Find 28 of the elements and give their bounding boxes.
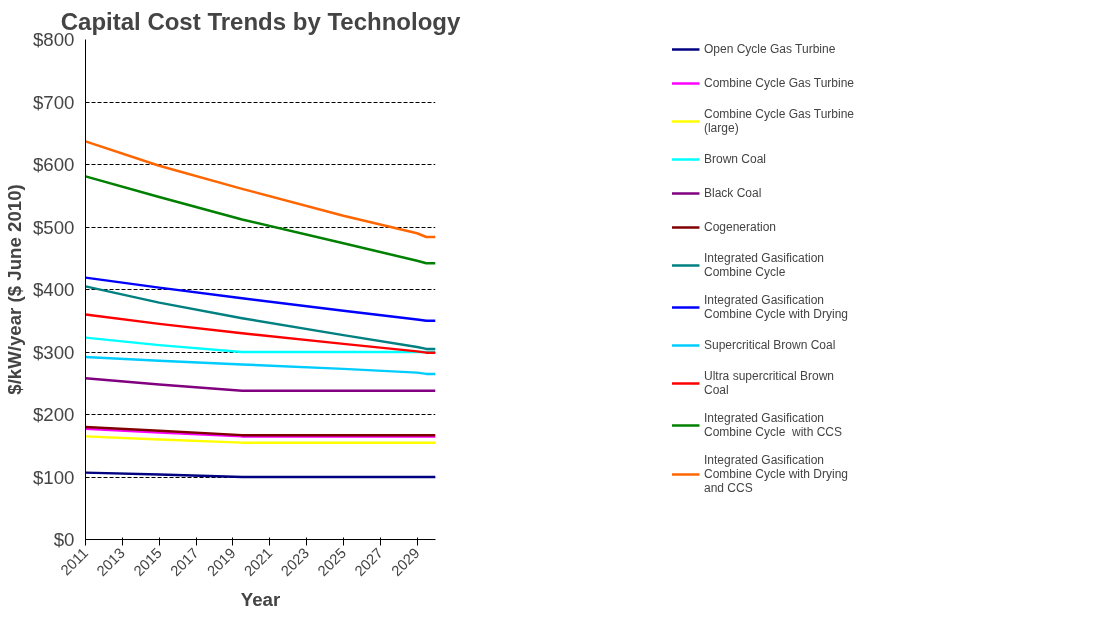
y-tick-label: $100 <box>33 466 75 488</box>
y-tick-label: $500 <box>33 216 75 238</box>
legend-label: Supercritical Brown Coal <box>703 338 836 352</box>
legend-label: Ultra supercritical Brown Coal <box>703 369 835 397</box>
legend-label: Open Cycle Gas Turbine <box>703 42 836 56</box>
y-tick-label: $400 <box>33 279 75 300</box>
legend-label: Integrated Gasification Combine Cycle <box>703 251 825 279</box>
y-tick-label: $300 <box>33 341 75 363</box>
line-series <box>85 276 436 322</box>
legend-label: Brown Coal <box>703 152 766 166</box>
line-series <box>85 355 436 376</box>
line-series <box>85 140 436 239</box>
line-series <box>85 285 436 351</box>
y-tick-label: $600 <box>33 154 75 175</box>
legend-label: Cogeneration <box>703 220 777 234</box>
legend-label: Black Coal <box>703 186 762 200</box>
line-series <box>85 313 436 354</box>
x-axis-title: Year <box>240 588 281 610</box>
legend-label: Integrated Gasification Combine Cycle with Drying <box>703 293 849 321</box>
y-tick-label: $0 <box>53 529 75 550</box>
legend-label: Integrated Gasification Combine Cycle with CCS <box>703 411 843 439</box>
y-tick-label: $700 <box>33 91 75 113</box>
y-axis-title: $/kW/year ($ June 2010) <box>4 184 25 395</box>
line-series <box>85 175 436 265</box>
y-tick-label: $200 <box>33 404 75 425</box>
legend-label: Integrated Gasification Combine Cycle with Drying and CCS <box>703 453 849 495</box>
legend-label: Combine Cycle Gas Turbine (large) <box>703 107 855 135</box>
legend-label: Combine Cycle Gas Turbine <box>703 76 855 90</box>
